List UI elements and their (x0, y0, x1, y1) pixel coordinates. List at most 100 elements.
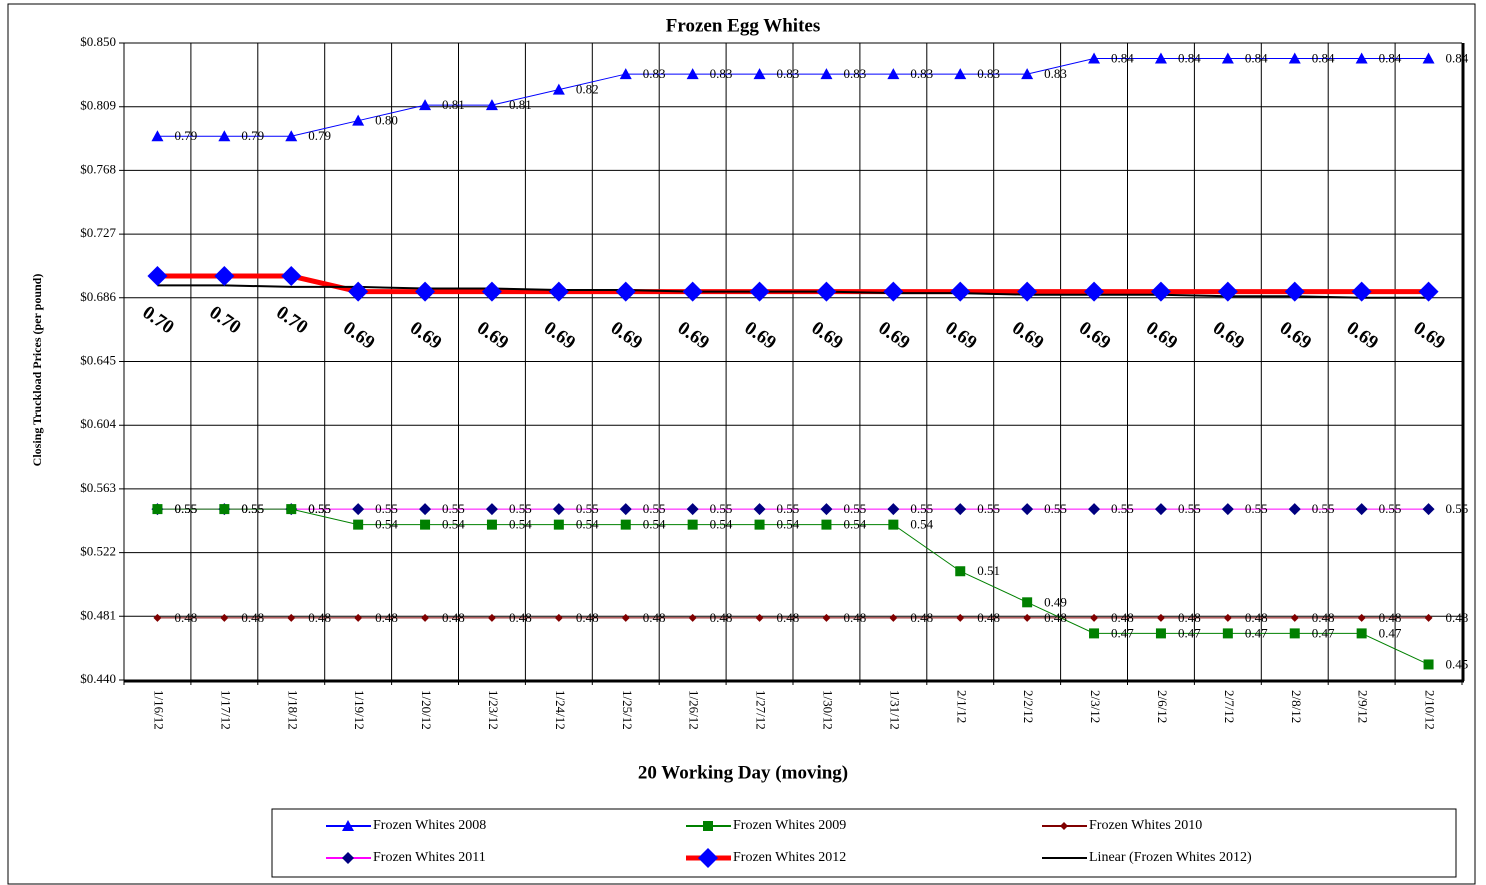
data-point (419, 503, 432, 516)
data-label: 0.47 (1312, 625, 1335, 640)
data-label: 0.55 (1178, 501, 1201, 516)
x-tick-label: 1/16/12 (151, 690, 166, 730)
data-label: 0.48 (241, 610, 264, 625)
data-point (219, 504, 230, 515)
legend-label: Linear (Frozen Whites 2012) (1089, 850, 1252, 865)
data-label: 0.79 (241, 128, 264, 143)
data-point (553, 519, 564, 530)
data-point (1424, 613, 1433, 622)
data-point (419, 99, 432, 111)
data-label: 0.83 (910, 66, 933, 81)
x-tick-label: 1/30/12 (820, 690, 835, 730)
data-label: 0.83 (1044, 66, 1067, 81)
data-point (1154, 52, 1167, 64)
data-point (1355, 503, 1368, 516)
data-point (1088, 503, 1101, 516)
data-point (1021, 503, 1034, 516)
y-tick-label: $0.440 (80, 671, 116, 686)
data-label: 0.81 (509, 97, 532, 112)
data-point (883, 281, 904, 302)
data-point (1288, 503, 1301, 516)
data-point (481, 281, 502, 302)
data-point (619, 68, 632, 80)
data-point (619, 503, 632, 516)
y-tick-label: $0.481 (80, 607, 116, 622)
data-point (1422, 503, 1435, 516)
data-label: 0.48 (576, 610, 599, 625)
data-label: 0.84 (1245, 51, 1268, 66)
data-label: 0.48 (509, 610, 532, 625)
y-axis-title: Closing Truckload Prices (per pound) (30, 274, 44, 467)
data-label: 0.55 (308, 501, 331, 516)
data-point (421, 613, 430, 622)
data-label: 0.55 (241, 501, 264, 516)
data-label: 0.55 (375, 501, 398, 516)
x-tick-label: 1/23/12 (486, 690, 501, 730)
x-tick-label: 2/1/12 (954, 690, 969, 723)
data-label: 0.79 (174, 128, 197, 143)
data-point (1021, 68, 1034, 80)
data-point (621, 613, 630, 622)
data-label: 0.48 (375, 610, 398, 625)
data-point (415, 281, 436, 302)
x-tick-label: 2/7/12 (1222, 690, 1237, 723)
y-tick-label: $0.809 (80, 98, 116, 113)
data-label: 0.48 (977, 610, 1000, 625)
x-axis-title: 20 Working Day (moving) (638, 762, 848, 783)
data-point (686, 68, 699, 80)
data-point (353, 519, 364, 530)
data-point (889, 613, 898, 622)
data-point (822, 613, 831, 622)
x-tick-label: 2/10/12 (1423, 690, 1438, 730)
data-label: 0.48 (777, 610, 800, 625)
data-label: 0.83 (977, 66, 1000, 81)
legend-marker (703, 821, 713, 831)
data-point (620, 519, 631, 530)
data-point (486, 519, 497, 530)
data-point (1221, 52, 1234, 64)
data-label: 0.54 (843, 517, 866, 532)
legend-label: Frozen Whites 2009 (733, 818, 846, 833)
data-label: 0.54 (375, 517, 398, 532)
data-point (1289, 628, 1300, 639)
data-point (682, 281, 703, 302)
data-label: 0.55 (308, 501, 331, 516)
data-label: 0.55 (576, 501, 599, 516)
data-label: 0.84 (1379, 51, 1402, 66)
data-point (552, 83, 565, 95)
data-label: 0.48 (1446, 610, 1469, 625)
data-label: 0.45 (1446, 656, 1469, 671)
data-label: 0.84 (1312, 51, 1335, 66)
data-label: 0.55 (241, 501, 264, 516)
data-point (354, 613, 363, 622)
data-point (1351, 281, 1372, 302)
data-point (1156, 613, 1165, 622)
data-label: 0.55 (710, 501, 733, 516)
data-point (956, 613, 965, 622)
data-point (1422, 52, 1435, 64)
data-point (820, 68, 833, 80)
legend-marker (342, 852, 354, 864)
chart-title: Frozen Egg Whites (666, 15, 820, 36)
data-label: 0.55 (174, 501, 197, 516)
x-tick-label: 1/19/12 (352, 690, 367, 730)
data-label: 0.47 (1111, 625, 1134, 640)
data-point (1155, 628, 1166, 639)
data-label: 0.48 (1044, 610, 1067, 625)
data-label: 0.55 (1111, 501, 1134, 516)
data-point (1023, 613, 1032, 622)
data-label: 0.55 (174, 501, 197, 516)
data-point (754, 519, 765, 530)
y-tick-label: $0.604 (80, 416, 116, 431)
data-point (1357, 613, 1366, 622)
data-label: 0.83 (710, 66, 733, 81)
data-point (281, 266, 302, 287)
y-tick-label: $0.645 (80, 352, 116, 367)
data-point (888, 519, 899, 530)
data-label: 0.47 (1245, 625, 1268, 640)
legend-label: Frozen Whites 2010 (1089, 818, 1202, 833)
x-tick-label: 2/8/12 (1289, 690, 1304, 723)
data-label: 0.84 (1178, 51, 1201, 66)
series-line (157, 508, 1429, 665)
data-point (487, 613, 496, 622)
